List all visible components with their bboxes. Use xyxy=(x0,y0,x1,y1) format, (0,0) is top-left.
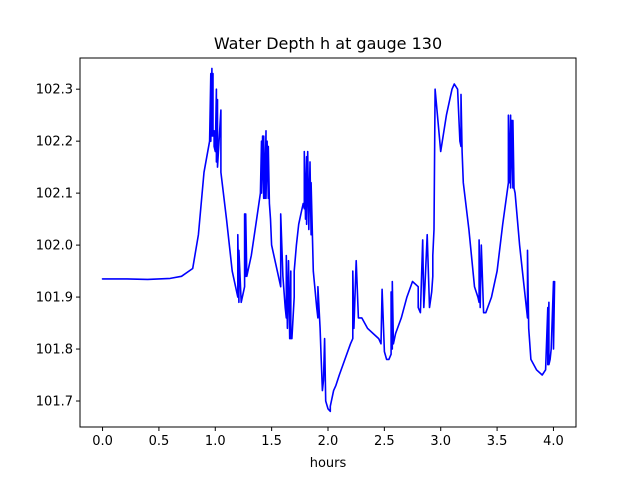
axis-ticks: 0.0 0.5 1.0 1.5 2.0 2.5 3.0 3.5 4.0 101.7 101.8 101… xyxy=(36,83,564,449)
y-tick-label: 102.1 xyxy=(36,187,73,202)
series-layer xyxy=(101,67,556,413)
plot-area xyxy=(80,58,576,427)
x-tick-label: 1.0 xyxy=(205,434,226,449)
y-tick-label: 101.7 xyxy=(36,395,73,410)
x-tick-label: 2.5 xyxy=(374,434,395,449)
x-tick-label: 1.5 xyxy=(261,434,282,449)
x-tick-label: 3.0 xyxy=(430,434,451,449)
x-axis-label: hours xyxy=(310,456,347,471)
y-tick-label: 101.9 xyxy=(36,291,73,306)
y-tick-label: 101.8 xyxy=(36,343,73,358)
plot-frame xyxy=(79,57,577,428)
x-tick-label: 0.5 xyxy=(149,434,170,449)
y-tick-label: 102.3 xyxy=(36,83,73,98)
x-tick-label: 2.0 xyxy=(318,434,339,449)
x-tick-label: 4.0 xyxy=(543,434,564,449)
y-tick-label: 102.0 xyxy=(36,239,73,254)
x-tick-label: 3.5 xyxy=(487,434,508,449)
y-tick-label: 102.2 xyxy=(36,135,73,150)
x-tick-label: 0.0 xyxy=(92,434,113,449)
series-line-0 xyxy=(101,67,556,413)
chart-title: Water Depth h at gauge 130 xyxy=(214,34,442,53)
